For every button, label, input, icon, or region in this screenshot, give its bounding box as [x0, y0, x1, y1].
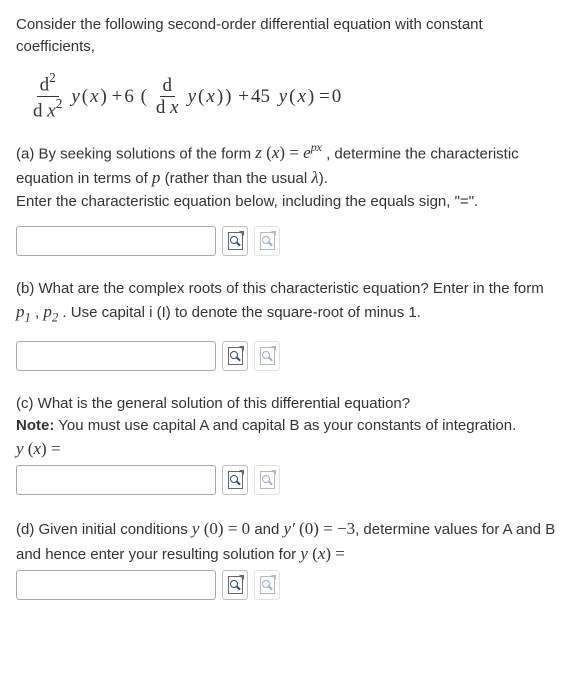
part-b-answer-row [16, 341, 559, 371]
part-c-input[interactable] [16, 465, 216, 495]
note-label: Note: [16, 417, 54, 434]
part-b-text: (b) What are the complex roots of this c… [16, 278, 559, 327]
preview-icon[interactable] [222, 226, 248, 256]
part-c-answer-row [16, 465, 559, 495]
part-a-text: (a) By seeking solutions of the form z (… [16, 140, 559, 213]
differential-equation: d2 d x2 y (x) + 6 ( d d x y (x)) + 45 y … [26, 72, 559, 122]
preview-icon[interactable] [222, 341, 248, 371]
coef-c: 45 [251, 83, 270, 111]
part-a-answer-row [16, 226, 559, 256]
part-c-text: (c) What is the general solution of this… [16, 393, 559, 461]
part-d-text: (d) Given initial conditions y (0) = 0 a… [16, 517, 559, 566]
part-d-answer-row [16, 570, 559, 600]
preview-icon-disabled [254, 465, 280, 495]
preview-icon-disabled [254, 341, 280, 371]
intro-text: Consider the following second-order diff… [16, 14, 559, 58]
part-a-input[interactable] [16, 226, 216, 256]
preview-icon-disabled [254, 226, 280, 256]
coef-b: 6 [124, 83, 134, 111]
part-d-input[interactable] [16, 570, 216, 600]
preview-icon[interactable] [222, 570, 248, 600]
eq-rhs: 0 [332, 83, 342, 111]
preview-icon-disabled [254, 570, 280, 600]
preview-icon[interactable] [222, 465, 248, 495]
part-b-input[interactable] [16, 341, 216, 371]
